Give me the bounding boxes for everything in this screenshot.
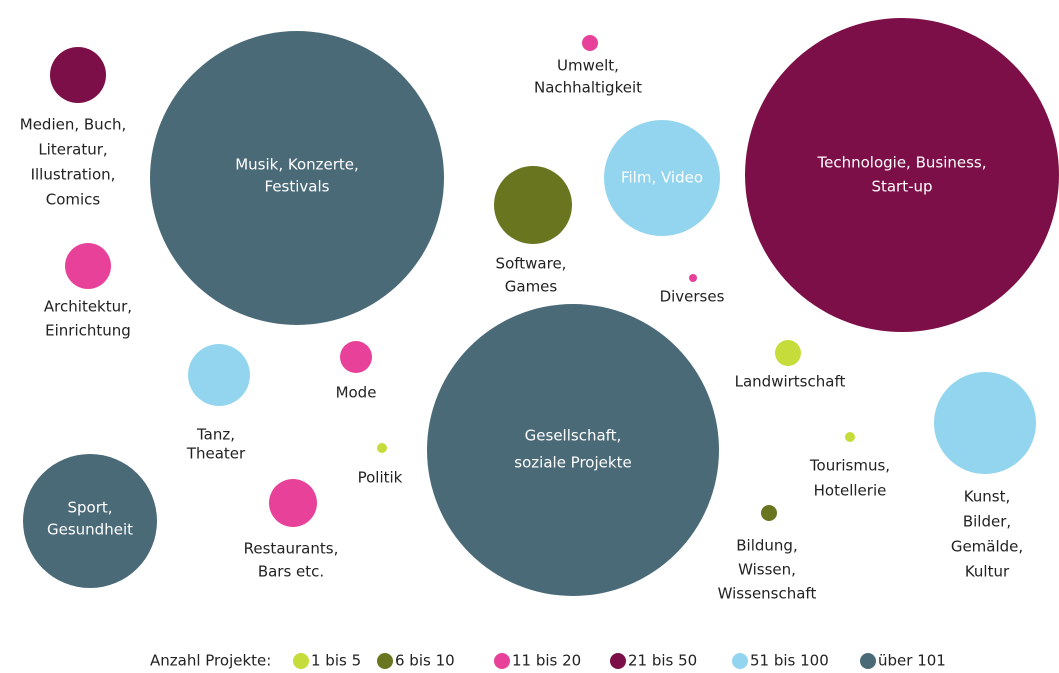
bubble-label: Umwelt, [557,57,619,75]
bubble-label: Bars etc. [258,563,324,581]
bubble-label: Wissenschaft [718,585,817,603]
bubble-label: Festivals [265,178,330,196]
bubble-label: Technologie, Business, [817,154,987,172]
bubble [269,479,317,527]
bubble-label: Start-up [871,178,932,196]
bubble-label: Bilder, [963,513,1011,531]
bubble-label: Sport, [67,499,112,517]
bubble-label: Wissen, [738,561,796,579]
bubble-label: Bildung, [736,537,797,555]
bubble [65,243,111,289]
legend-label: über 101 [878,652,946,670]
bubble [150,31,444,325]
bubble-label: Illustration, [31,166,116,184]
bubble-label: Tourismus, [809,457,890,475]
bubble-label: Gesundheit [47,521,133,539]
bubble-label: Restaurants, [244,540,339,558]
legend-swatch [293,653,309,669]
bubble-label: Literatur, [38,141,107,159]
bubble-label: Film, Video [621,169,703,187]
bubble-label: Einrichtung [45,322,131,340]
legend-label: 6 bis 10 [395,652,455,670]
legend-swatch [494,653,510,669]
bubble [689,274,697,282]
bubble-label: Mode [336,384,377,402]
bubble [745,18,1059,332]
bubble [775,340,801,366]
bubble-label: Tanz, [196,426,235,444]
legend-swatch [377,653,393,669]
legend-label: 21 bis 50 [628,652,697,670]
legend-label: 11 bis 20 [512,652,581,670]
bubble-label: Musik, Konzerte, [235,156,359,174]
bubble-label: Theater [186,445,246,463]
legend-label: 1 bis 5 [311,652,361,670]
bubble-label: Gemälde, [951,538,1023,556]
bubble-label: Diverses [660,288,725,306]
legend-swatch [732,653,748,669]
bubble-label: Nachhaltigkeit [534,79,642,97]
bubble [761,505,777,521]
bubble-label: Architektur, [44,298,132,316]
bubble [845,432,855,442]
bubble-label: Comics [46,191,101,209]
legend-title: Anzahl Projekte: [150,652,271,670]
bubble-label: Hotellerie [814,482,887,500]
bubble-label: soziale Projekte [514,454,631,472]
bubble-label: Games [505,278,558,296]
bubble [50,47,106,103]
bubble-label: Landwirtschaft [735,373,846,391]
bubble [427,304,719,596]
legend-swatch [860,653,876,669]
bubble-label: Medien, Buch, [20,116,126,134]
bubble [23,454,157,588]
bubble [188,344,250,406]
bubble-label: Software, [496,255,567,273]
bubble-label: Kultur [965,563,1010,581]
bubble [604,120,720,236]
bubble-label: Kunst, [964,488,1011,506]
bubble [934,372,1036,474]
bubble [494,166,572,244]
bubble-label: Gesellschaft, [525,427,622,445]
bubble [340,341,372,373]
bubble [377,443,387,453]
bubble [582,35,598,51]
legend-label: 51 bis 100 [750,652,829,670]
bubble-label: Politik [358,469,403,487]
legend-swatch [610,653,626,669]
